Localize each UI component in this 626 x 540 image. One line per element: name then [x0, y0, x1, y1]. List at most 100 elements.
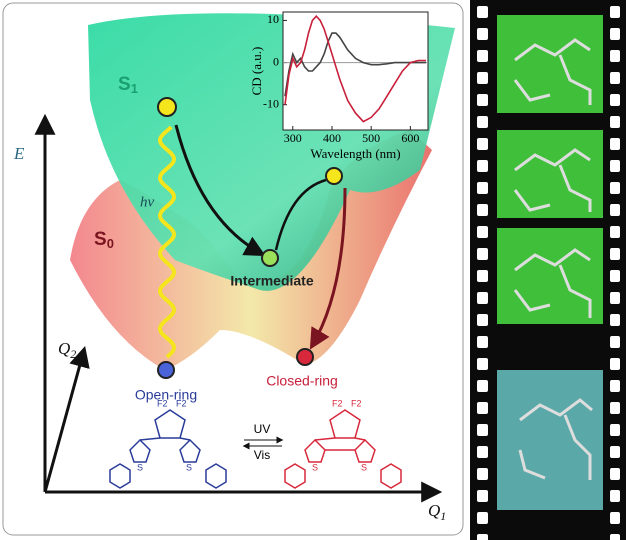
sprocket-hole: [477, 160, 488, 172]
open-label: Open-ring: [135, 387, 197, 403]
sprocket-hole: [477, 28, 488, 40]
sprocket-hole: [477, 226, 488, 238]
closed-label: Closed-ring: [266, 373, 338, 389]
y-tick-label: 10: [267, 12, 279, 26]
axis-label: Q2: [58, 339, 76, 361]
sprocket-hole: [610, 6, 620, 18]
x-tick-label: 600: [401, 131, 419, 145]
arrow: [309, 187, 347, 350]
atom-label: S: [312, 462, 318, 472]
sprocket-hole: [610, 314, 620, 326]
hv-label: hv: [140, 194, 155, 210]
sprocket-hole: [477, 534, 488, 540]
sprocket-hole: [610, 358, 620, 370]
open-molecule: [109, 409, 227, 489]
sprocket-hole: [477, 248, 488, 260]
atom-label: S: [137, 462, 143, 472]
sprocket-hole: [610, 292, 620, 304]
arrow: [174, 124, 266, 257]
atom-label: S: [361, 462, 367, 472]
sprocket-hole: [477, 336, 488, 348]
sprocket-hole: [610, 138, 620, 150]
sprocket-hole: [610, 72, 620, 84]
sprocket-hole: [610, 446, 620, 458]
sprocket-hole: [610, 28, 620, 40]
sprocket-hole: [477, 490, 488, 502]
sprocket-hole: [477, 72, 488, 84]
sprocket-hole: [477, 138, 488, 150]
sprocket-hole: [610, 182, 620, 194]
sprocket-hole: [610, 534, 620, 540]
atom-label: F2: [351, 398, 362, 408]
x-axis-title: Wavelength (nm): [310, 146, 400, 161]
closed-molecule: [284, 409, 402, 489]
state-point: [296, 348, 314, 366]
sprocket-hole: [610, 116, 620, 128]
sprocket-hole: [610, 226, 620, 238]
excitation-wave: [157, 125, 177, 359]
sprocket-hole: [477, 468, 488, 480]
sprocket-hole: [610, 270, 620, 282]
frame-molecules: [513, 38, 593, 480]
sprocket-hole: [610, 424, 620, 436]
open-atoms: F2 F2 S S: [137, 398, 192, 472]
sprocket-hole: [477, 292, 488, 304]
axis-q2: [43, 345, 90, 493]
sprocket-hole: [477, 424, 488, 436]
state-point: [261, 249, 279, 267]
atom-label: S: [186, 462, 192, 472]
film-frame: [497, 228, 603, 324]
sprocket-hole: [610, 512, 620, 524]
state-label: S0: [94, 229, 114, 251]
sprocket-hole: [610, 160, 620, 172]
atom-label: F2: [332, 398, 343, 408]
atom-label: F2: [157, 398, 168, 408]
sprocket-hole: [477, 512, 488, 524]
y-axis-title: CD (a.u.): [249, 47, 264, 96]
sprocket-hole: [477, 446, 488, 458]
state-point: [157, 361, 175, 379]
sprocket-hole: [610, 94, 620, 106]
axis-label: Q1: [428, 501, 446, 523]
closed-atoms: F2 F2 S S: [312, 398, 367, 472]
x-tick-label: 400: [323, 131, 341, 145]
y-tick-label: 0: [273, 54, 279, 68]
sprocket-hole: [610, 50, 620, 62]
axis-label: E: [13, 144, 25, 163]
sprocket-hole: [477, 6, 488, 18]
atom-label: F2: [176, 398, 187, 408]
sprocket-hole: [610, 204, 620, 216]
cd-line: [284, 15, 426, 123]
y-tick-label: -10: [263, 96, 279, 110]
state-label: S1: [118, 74, 138, 96]
film-frame: [497, 15, 603, 113]
state-point: [325, 167, 343, 185]
sprocket-hole: [477, 116, 488, 128]
uv-label: UV: [254, 422, 271, 436]
state-point: [157, 97, 177, 117]
sprocket-hole: [477, 380, 488, 392]
sprockets: [477, 6, 620, 540]
sprocket-hole: [477, 50, 488, 62]
film-frame: [497, 370, 603, 510]
sprocket-hole: [610, 336, 620, 348]
x-tick-label: 300: [284, 131, 302, 145]
sprocket-hole: [477, 270, 488, 282]
sprocket-hole: [477, 358, 488, 370]
vis-label: Vis: [254, 448, 270, 462]
sprocket-hole: [477, 182, 488, 194]
intermediate-label: Intermediate: [230, 273, 313, 289]
arrow: [274, 178, 327, 251]
inset-frame: [282, 11, 429, 131]
sprocket-hole: [610, 468, 620, 480]
sprocket-hole: [610, 380, 620, 392]
film-frame: [497, 130, 603, 218]
x-tick-label: 500: [362, 131, 380, 145]
sprocket-hole: [477, 204, 488, 216]
sprocket-hole: [610, 248, 620, 260]
sprocket-hole: [477, 402, 488, 414]
sprocket-hole: [477, 94, 488, 106]
